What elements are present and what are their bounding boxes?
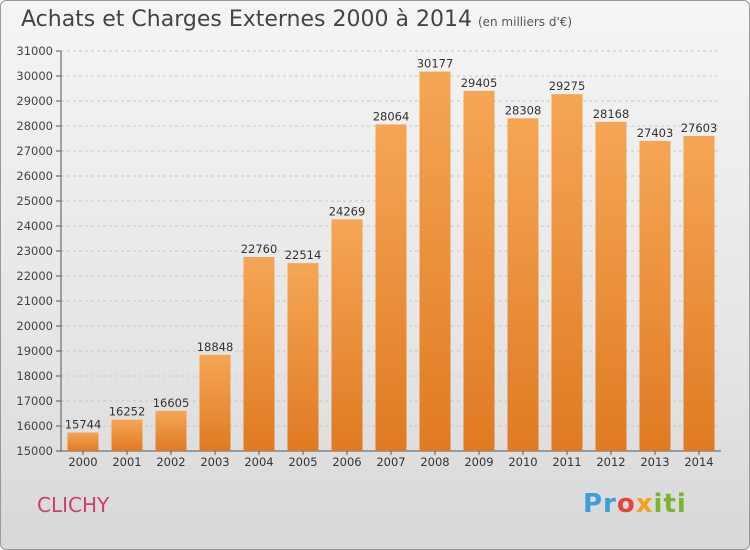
data-label: 16252 (109, 405, 146, 419)
y-tick-label: 29000 (16, 94, 53, 108)
y-tick-label: 27000 (16, 144, 53, 158)
y-tick-label: 16000 (16, 419, 53, 433)
bar (199, 354, 231, 451)
chart-subtitle: (en milliers d'€) (477, 15, 573, 29)
data-label: 16605 (153, 396, 190, 410)
data-label: 29405 (461, 76, 498, 90)
y-tick-label: 28000 (16, 119, 53, 133)
data-label: 28308 (505, 103, 542, 117)
data-label: 15744 (65, 417, 102, 431)
data-label: 22514 (285, 248, 322, 262)
x-tick-label: 2007 (376, 455, 405, 469)
bar (67, 432, 99, 451)
x-tick-label: 2014 (684, 455, 713, 469)
x-tick-label: 2010 (508, 455, 537, 469)
bars (67, 71, 715, 452)
data-label: 28168 (593, 107, 630, 121)
data-label: 18848 (197, 340, 234, 354)
bar (331, 219, 363, 451)
y-tick-label: 22000 (16, 269, 53, 283)
bar (639, 140, 671, 452)
y-tick-label: 19000 (16, 344, 53, 358)
data-label: 29275 (549, 79, 586, 93)
x-tick-label: 2003 (200, 455, 229, 469)
city-label: CLICHY (37, 493, 110, 517)
x-tick-label: 2011 (552, 455, 581, 469)
x-tick-label: 2001 (112, 455, 141, 469)
data-label: 22760 (241, 242, 278, 256)
bar (507, 118, 539, 452)
y-tick-label: 15000 (16, 444, 53, 458)
bar (463, 90, 495, 451)
bar (595, 121, 627, 452)
bar (375, 124, 407, 452)
title-text: Achats et Charges Externes 2000 à 2014 (21, 7, 472, 32)
chart-title: Achats et Charges Externes 2000 à 2014 (e… (21, 7, 572, 32)
x-tick-labels: 2000 2001 2002 2003 2004 2005 2006 2007 2008 2009… (68, 455, 713, 469)
data-label: 24269 (329, 204, 366, 218)
x-tick-label: 2012 (596, 455, 625, 469)
bar (243, 257, 275, 451)
y-tick-label: 18000 (16, 369, 53, 383)
y-tick-label: 17000 (16, 394, 53, 408)
x-tick-label: 2004 (244, 455, 273, 469)
x-tick-label: 2009 (464, 455, 493, 469)
x-tick-label: 2002 (156, 455, 185, 469)
x-tick-label: 2008 (420, 455, 449, 469)
y-tick-label: 24000 (16, 219, 53, 233)
data-label: 30177 (417, 57, 454, 71)
bar (683, 135, 715, 452)
y-tick-label: 20000 (16, 319, 53, 333)
bar (419, 71, 451, 451)
bar (111, 419, 143, 451)
y-tick-label: 25000 (16, 194, 53, 208)
data-label: 28064 (373, 109, 410, 123)
y-tick-label: 21000 (16, 294, 53, 308)
y-tick-label: 23000 (16, 244, 53, 258)
y-tick-label: 31000 (16, 44, 53, 58)
bar (155, 410, 187, 451)
bar (551, 94, 583, 451)
data-labels: 15744 16252 16605 18848 22760 22514 24269 28064… (65, 57, 718, 432)
data-label: 27403 (637, 126, 674, 140)
x-tick-label: 2000 (68, 455, 97, 469)
data-label: 27603 (681, 121, 718, 135)
proxiti-logo: Proxiti (583, 489, 687, 519)
y-tick-label: 30000 (16, 69, 53, 83)
y-tick-labels: 15000 16000 17000 18000 19000 20000 21000 22000… (16, 44, 53, 458)
x-tick-label: 2013 (640, 455, 669, 469)
bar (287, 263, 319, 451)
x-tick-label: 2006 (332, 455, 361, 469)
x-tick-label: 2005 (288, 455, 317, 469)
y-tick-label: 26000 (16, 169, 53, 183)
